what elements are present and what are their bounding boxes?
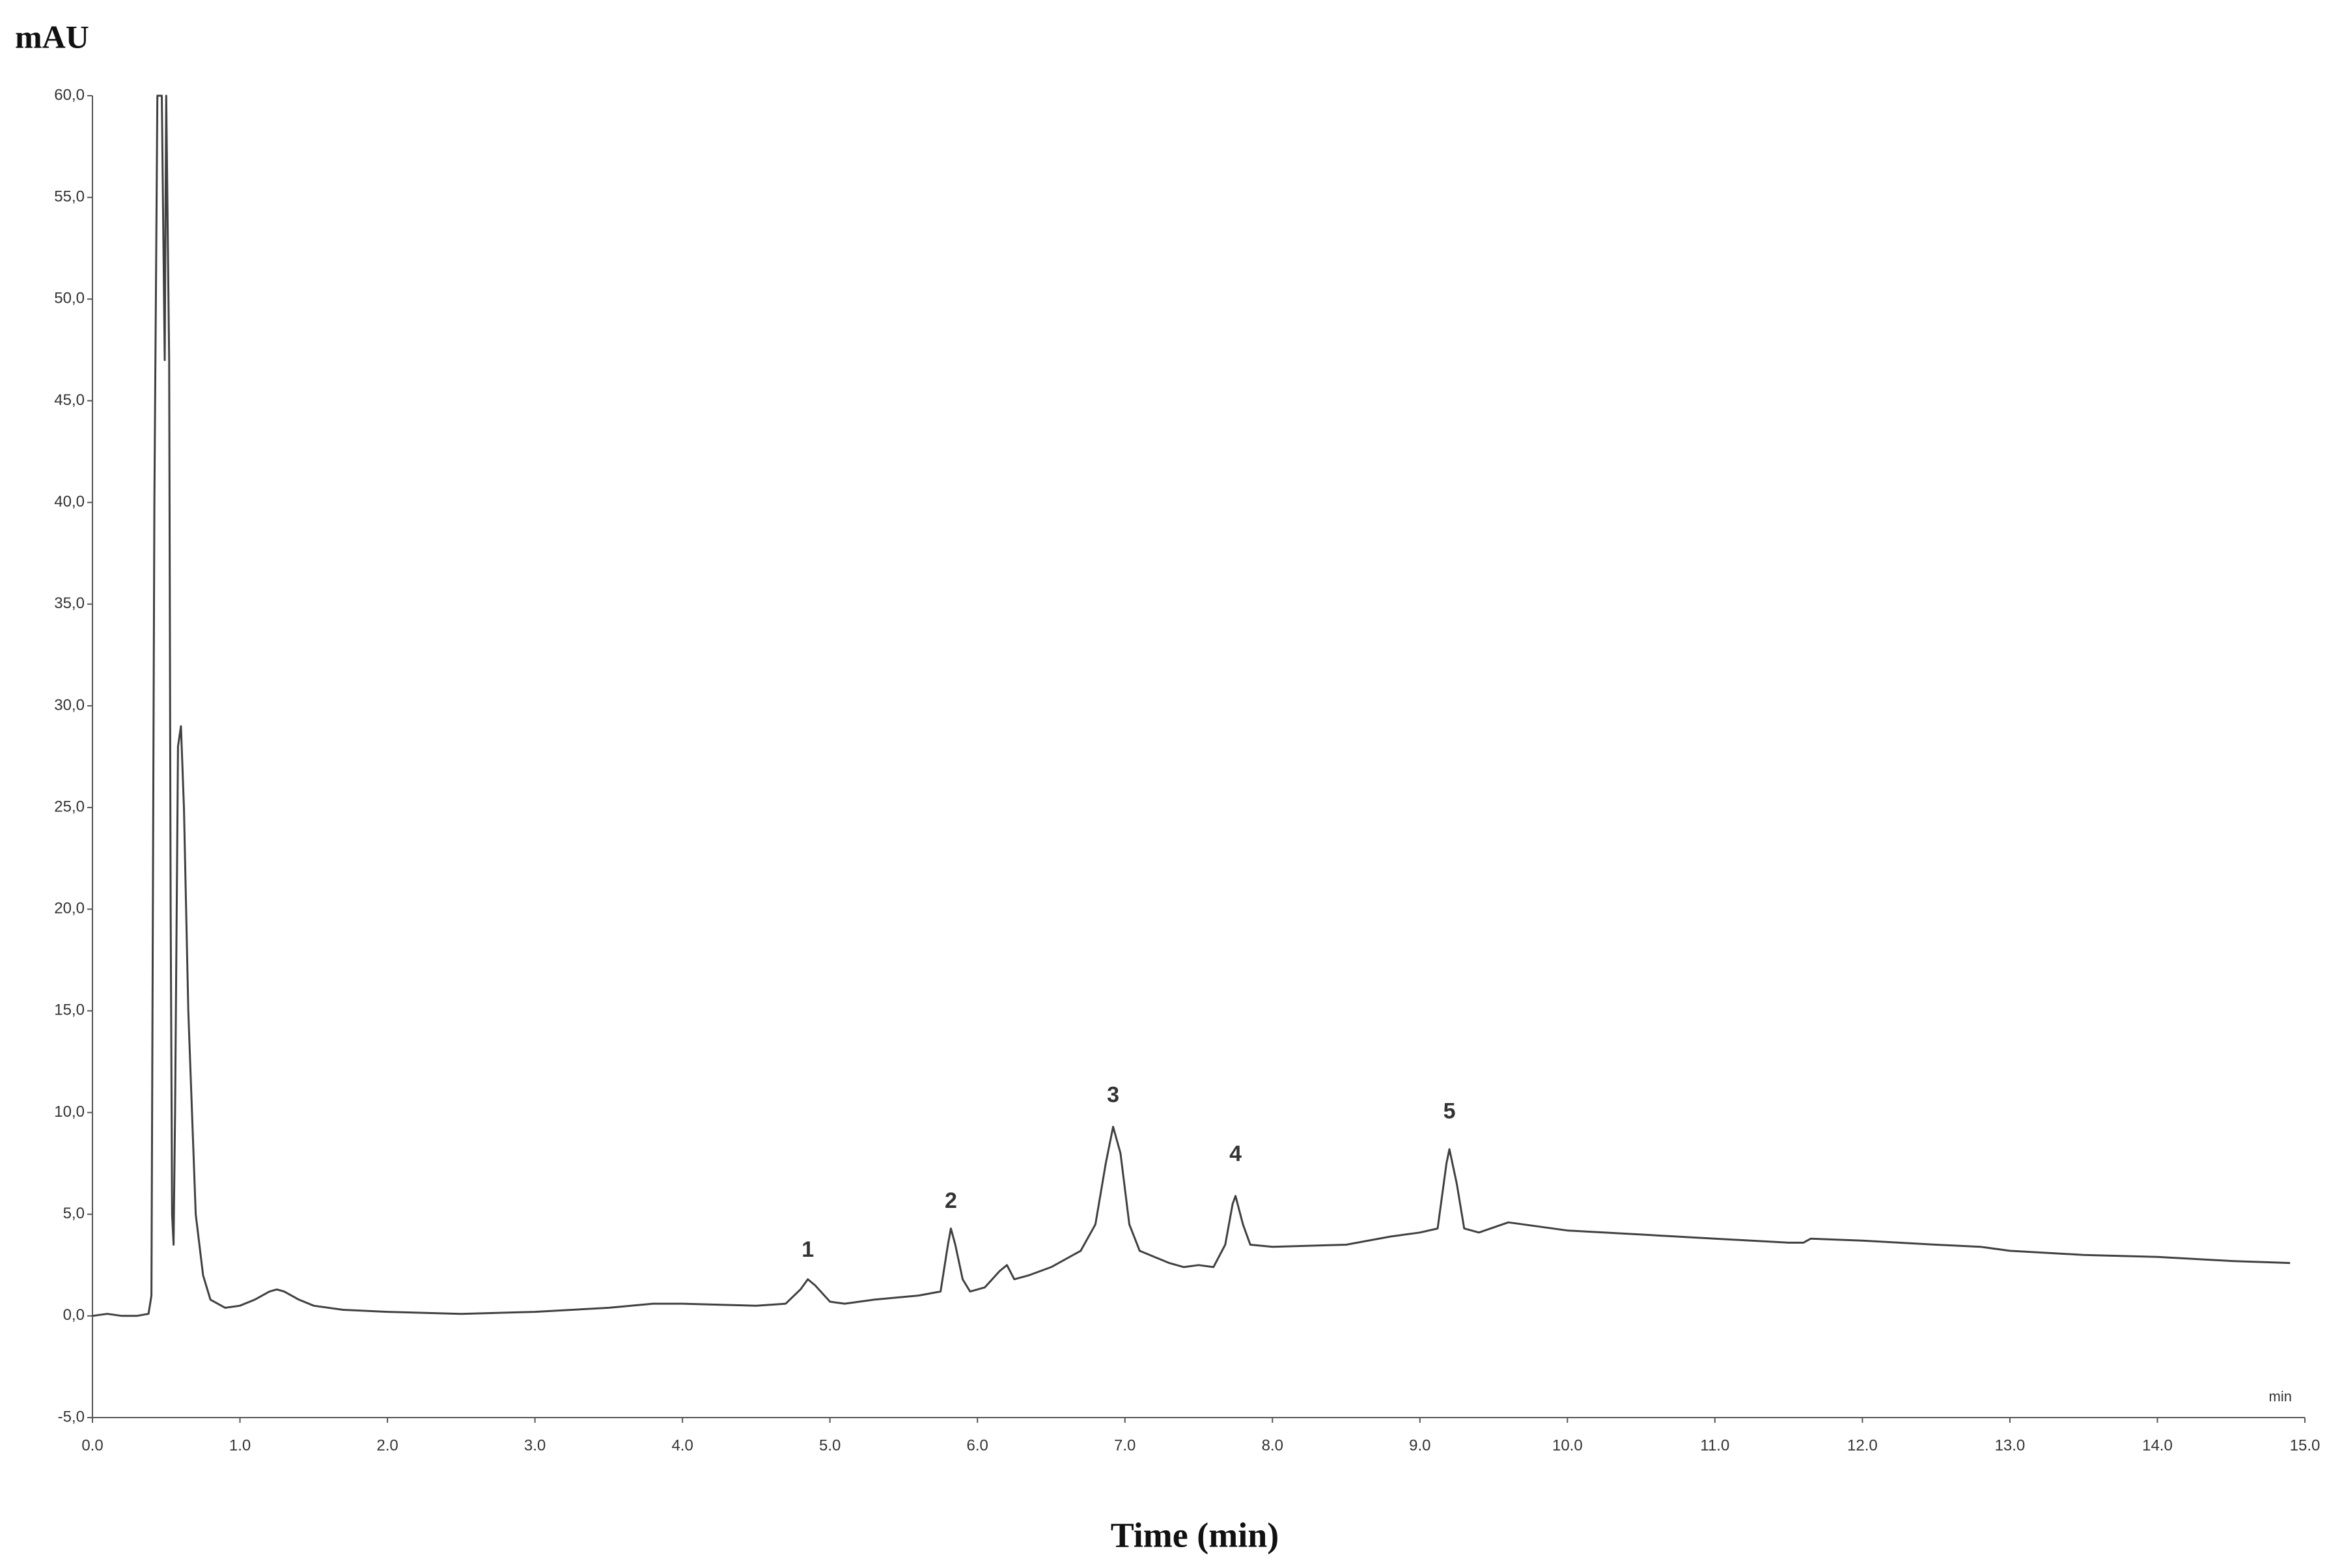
trace <box>92 94 2291 1317</box>
y-tick-label: 10,0 <box>54 1103 85 1121</box>
x-tick-label: 9.0 <box>1409 1436 1430 1454</box>
x-tick-label: 3.0 <box>524 1436 546 1454</box>
y-tick-label: 30,0 <box>54 696 85 714</box>
x-unit-label: min <box>2269 1388 2292 1405</box>
x-tick-label: 7.0 <box>1114 1436 1136 1454</box>
y-tick-label: 25,0 <box>54 798 85 815</box>
x-tick-label: 12.0 <box>1847 1436 1878 1454</box>
peak-label: 2 <box>945 1188 957 1213</box>
y-tick-label: 40,0 <box>54 493 85 511</box>
y-tick-label: 50,0 <box>54 290 85 307</box>
y-tick-label: 35,0 <box>54 595 85 612</box>
y-axis-label: mAU <box>15 18 89 55</box>
y-tick-label: 15,0 <box>54 1001 85 1019</box>
x-tick-label: 6.0 <box>967 1436 988 1454</box>
y-tick-label: 60,0 <box>54 86 85 104</box>
x-tick-label: 0.0 <box>81 1436 103 1454</box>
peak-label: 3 <box>1107 1083 1119 1108</box>
y-tick-label: 5,0 <box>63 1205 85 1222</box>
x-tick-label: 15.0 <box>2290 1436 2321 1454</box>
y-tick-label: 45,0 <box>54 391 85 409</box>
x-tick-label: 5.0 <box>819 1436 841 1454</box>
y-tick-label: 0,0 <box>63 1306 85 1324</box>
x-tick-label: 2.0 <box>376 1436 398 1454</box>
x-tick-label: 14.0 <box>2142 1436 2173 1454</box>
x-axis-label: Time (min) <box>1111 1515 1279 1554</box>
x-tick-label: 8.0 <box>1262 1436 1283 1454</box>
x-tick-label: 10.0 <box>1552 1436 1583 1454</box>
x-tick-label: 13.0 <box>1995 1436 2026 1454</box>
y-tick-label: -5,0 <box>58 1408 85 1425</box>
x-tick-label: 11.0 <box>1700 1436 1729 1454</box>
peak-label: 5 <box>1443 1099 1456 1124</box>
y-tick-label: 20,0 <box>54 900 85 917</box>
peak-label: 1 <box>802 1237 814 1262</box>
peak-label: 4 <box>1229 1141 1242 1166</box>
x-tick-label: 1.0 <box>229 1436 251 1454</box>
y-tick-label: 55,0 <box>54 188 85 205</box>
x-tick-label: 4.0 <box>671 1436 693 1454</box>
